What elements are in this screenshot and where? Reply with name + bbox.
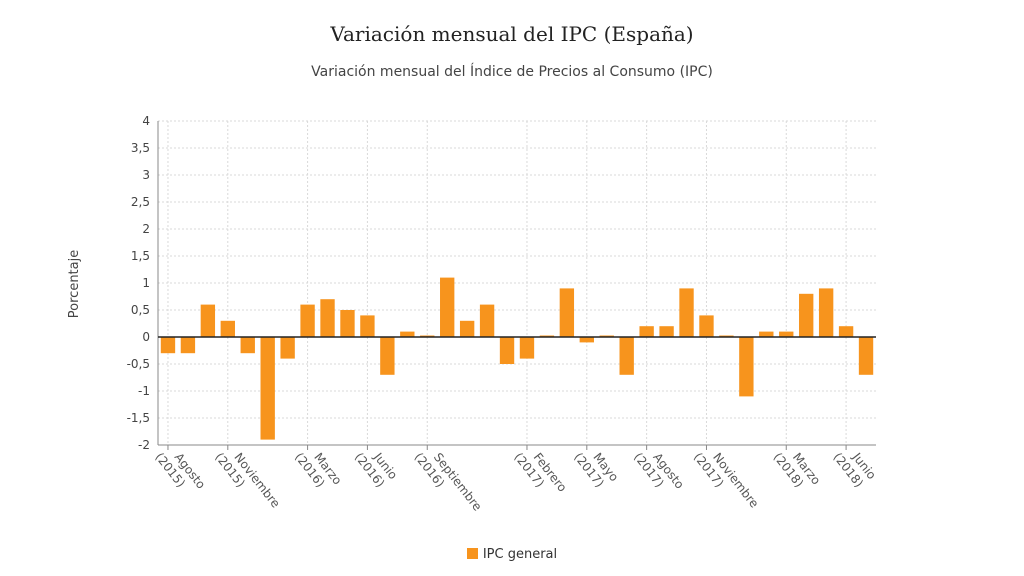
- x-tick-label: Marzo(2018): [771, 450, 824, 490]
- bar[interactable]: [639, 326, 654, 337]
- bar[interactable]: [280, 337, 295, 359]
- x-tick-label: Marzo(2016): [292, 450, 345, 490]
- x-tick-label: Agosto(2017): [631, 450, 687, 492]
- x-tick-label: Noviembre(2015): [212, 450, 283, 510]
- bar[interactable]: [659, 326, 674, 337]
- bar[interactable]: [519, 337, 535, 359]
- y-tick-label: 1: [142, 276, 150, 290]
- bar[interactable]: [818, 288, 834, 337]
- bar[interactable]: [759, 331, 774, 337]
- bar[interactable]: [619, 337, 634, 375]
- chart-title: Variación mensual del IPC (España): [330, 22, 694, 46]
- x-tick-label: Septiembre(2016): [412, 450, 485, 514]
- x-tick-label: Junio(2016): [352, 449, 400, 490]
- bar[interactable]: [799, 293, 814, 337]
- bar-series: [160, 277, 874, 440]
- y-tick-label: 2: [142, 222, 150, 236]
- x-tick-label: Agosto(2015): [152, 450, 208, 492]
- bar[interactable]: [220, 320, 235, 337]
- bar[interactable]: [320, 299, 335, 337]
- legend-label: IPC general: [482, 547, 558, 562]
- y-tick-label: -1,5: [127, 411, 150, 425]
- bar[interactable]: [838, 326, 854, 337]
- bar[interactable]: [240, 337, 255, 354]
- legend-swatch: [466, 548, 478, 559]
- bar[interactable]: [459, 320, 475, 337]
- y-tick-label: 0,5: [131, 303, 150, 317]
- bar[interactable]: [559, 288, 575, 337]
- y-axis-label: Porcentaje: [67, 250, 82, 318]
- y-tick-label: 2,5: [131, 195, 150, 209]
- y-tick-label: -0,5: [127, 357, 150, 371]
- grid-lines: [158, 120, 876, 446]
- y-tick-label: 3: [142, 168, 150, 182]
- bar[interactable]: [739, 337, 754, 397]
- y-tick-label: 3,5: [131, 141, 150, 155]
- legend[interactable]: IPC general: [0, 547, 1024, 562]
- x-tick-label: Noviembre(2017): [691, 450, 762, 510]
- y-tick-label: -2: [138, 438, 150, 452]
- y-tick-label: 0: [142, 330, 150, 344]
- axes: [157, 121, 876, 450]
- bar[interactable]: [260, 337, 275, 440]
- x-tick-label: Febrero(2017): [511, 450, 569, 495]
- bar[interactable]: [340, 310, 355, 337]
- bar[interactable]: [160, 337, 176, 354]
- bar[interactable]: [200, 304, 216, 337]
- y-tick-label: 4: [142, 114, 150, 128]
- bar[interactable]: [699, 315, 714, 337]
- bar[interactable]: [579, 337, 594, 343]
- bar[interactable]: [499, 337, 515, 364]
- bar[interactable]: [300, 304, 315, 337]
- bar[interactable]: [360, 315, 375, 337]
- bar[interactable]: [380, 337, 395, 375]
- chart-subtitle: Variación mensual del Índice de Precios …: [311, 64, 713, 80]
- y-tick-labels: 4 3,5 3 2,5 2 1,5 1 0,5 0 -0,5 -1 -1,5 -2: [127, 114, 150, 452]
- bar[interactable]: [479, 304, 495, 337]
- bar[interactable]: [400, 331, 415, 337]
- bar[interactable]: [679, 288, 694, 337]
- x-tick-labels: Agosto(2015) Noviembre(2015) Marzo(2016) Ju…: [152, 449, 879, 514]
- x-tick-label: Mayo(2017): [571, 450, 621, 490]
- bar[interactable]: [180, 337, 196, 354]
- bar[interactable]: [440, 277, 455, 337]
- bar[interactable]: [779, 331, 794, 337]
- y-tick-label: -1: [138, 384, 150, 398]
- y-tick-label: 1,5: [131, 249, 150, 263]
- bar[interactable]: [858, 337, 874, 375]
- x-tick-label: Junio(2018): [831, 449, 879, 490]
